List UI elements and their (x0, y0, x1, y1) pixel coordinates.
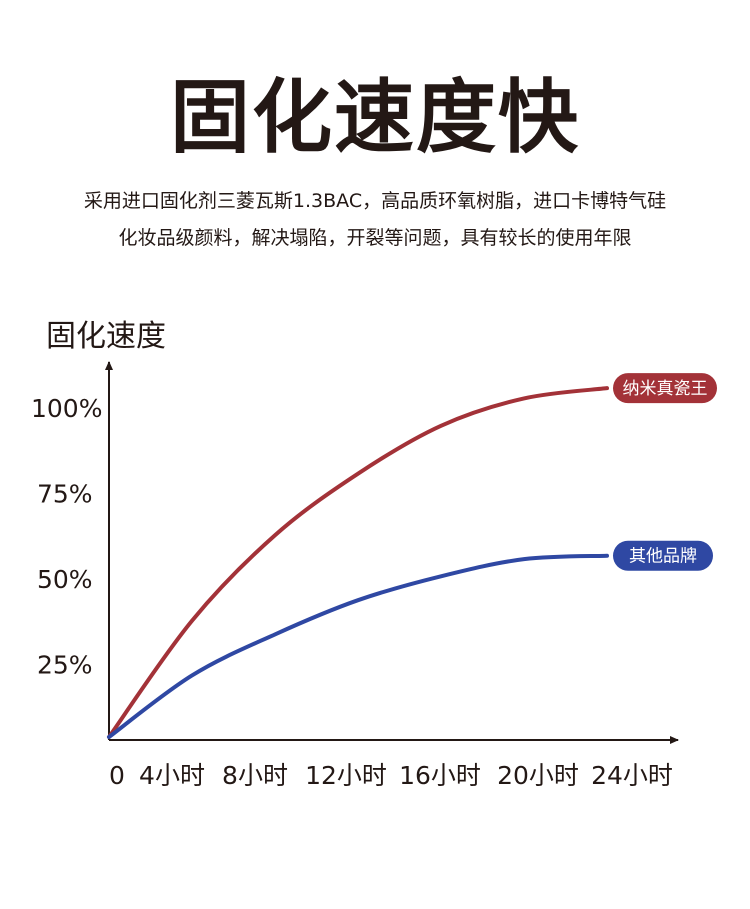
x-tick-label: 12小时 (305, 761, 387, 790)
x-origin-label: 0 (109, 761, 125, 790)
x-tick-label: 4小时 (139, 761, 205, 790)
series-line (107, 386, 609, 739)
y-tick-label: 100% (31, 394, 102, 423)
x-tick-label: 16小时 (399, 761, 481, 790)
y-tick-label: 25% (37, 651, 93, 680)
description-line-1: 采用进口固化剂三菱瓦斯1.3BAC，高品质环氧树脂，进口卡博特气硅 (83, 190, 667, 212)
legend-badge (613, 373, 717, 404)
page-title: 固化速度快 (170, 71, 580, 164)
series-label: 纳米真瓷王 (623, 379, 708, 399)
x-tick-label: 20小时 (497, 761, 579, 790)
series-label: 其他品牌 (629, 547, 697, 567)
series-line (107, 553, 609, 739)
y-tick-label: 50% (37, 565, 93, 594)
legend-badge (613, 540, 713, 571)
x-tick-label: 8小时 (222, 761, 288, 790)
y-axis-title: 固化速度 (46, 319, 166, 354)
y-tick-label: 75% (37, 480, 93, 509)
description-line-2: 化妆品级颜料，解决塌陷，开裂等问题，具有较长的使用年限 (118, 227, 632, 249)
x-tick-label: 24小时 (591, 761, 673, 790)
